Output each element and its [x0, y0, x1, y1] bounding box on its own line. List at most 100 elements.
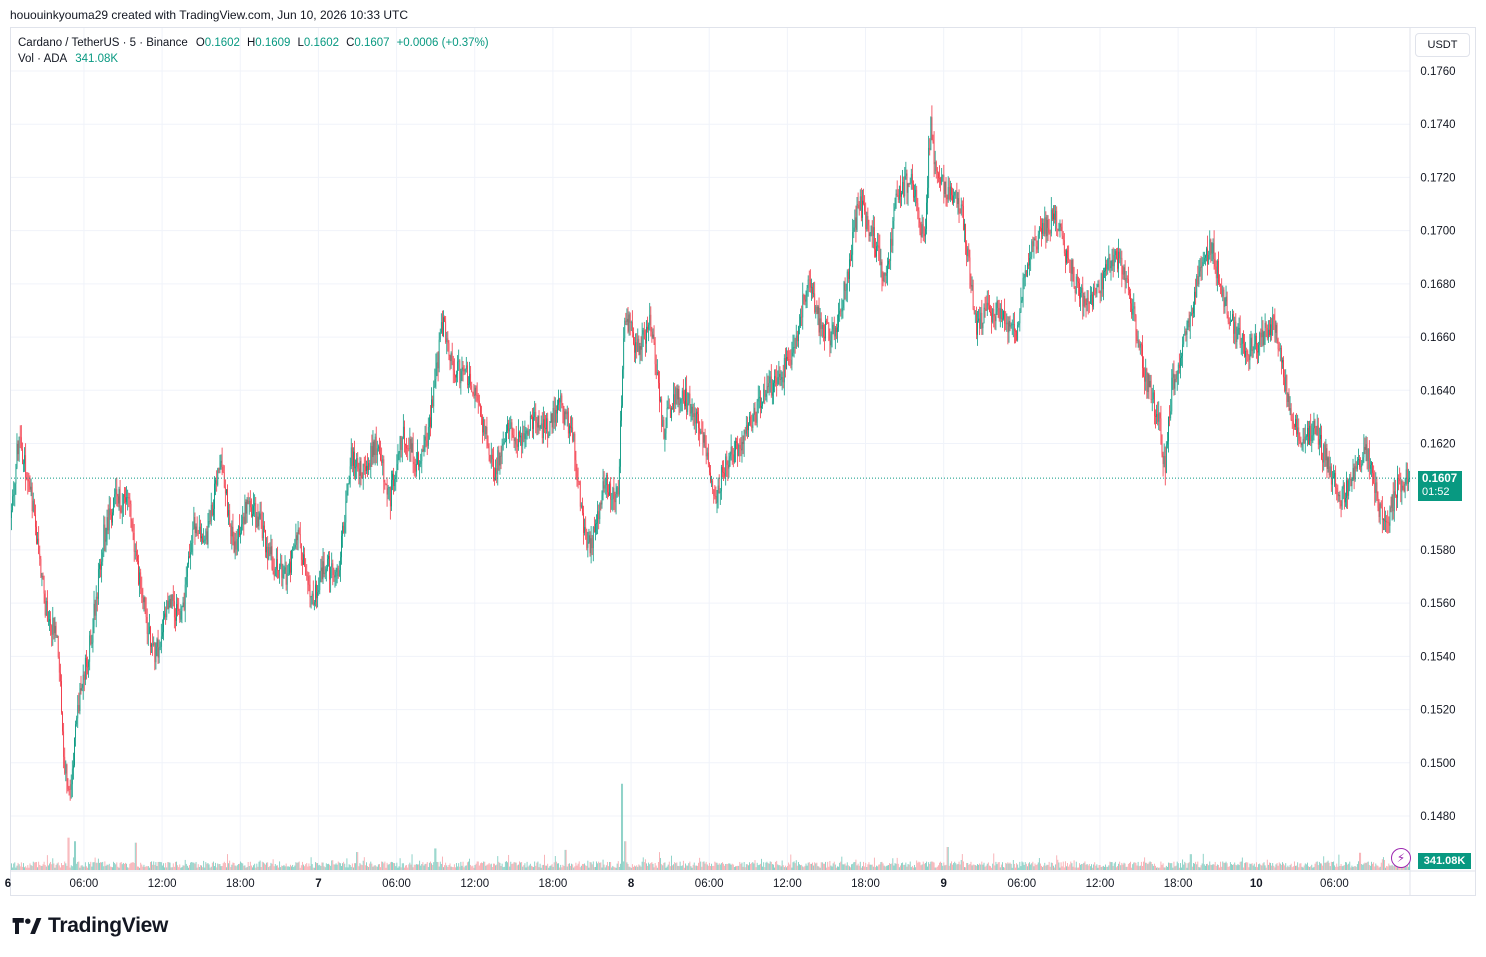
- volume-bar: [349, 864, 351, 870]
- flash-icon[interactable]: ⚡: [1391, 848, 1411, 868]
- candle-body: [991, 313, 992, 322]
- legend-vol-label[interactable]: Vol · ADA: [18, 53, 68, 65]
- candle-body: [1008, 320, 1010, 333]
- volume-bar: [585, 865, 587, 870]
- volume-bar: [978, 864, 980, 870]
- candle-body: [196, 526, 198, 534]
- candle-body: [471, 385, 473, 393]
- candle-body: [575, 460, 577, 471]
- volume-bar: [538, 867, 540, 870]
- candle-body: [837, 327, 838, 332]
- volume-bar: [893, 865, 895, 870]
- candle-body: [910, 173, 912, 183]
- candle-body: [1177, 364, 1179, 375]
- candle-body: [419, 463, 421, 467]
- volume-bar: [558, 863, 559, 870]
- volume-bar: [336, 864, 338, 870]
- volume-bar: [30, 865, 32, 870]
- candle-body: [798, 326, 799, 342]
- volume-bar: [241, 862, 243, 870]
- volume-bar: [1279, 863, 1281, 870]
- volume-bar: [469, 858, 470, 870]
- candle-body: [1032, 241, 1034, 247]
- candle-body: [434, 379, 436, 387]
- legend-symbol[interactable]: Cardano / TetherUS · 5 · Binance: [18, 37, 188, 49]
- candle-body: [322, 561, 324, 580]
- candle-body: [105, 539, 107, 542]
- volume-bar: [261, 861, 263, 870]
- candle-body: [134, 550, 136, 552]
- volume-bar: [1140, 861, 1142, 870]
- volume-bar: [1160, 861, 1162, 870]
- candle-body: [1106, 264, 1108, 270]
- volume-bar: [287, 866, 289, 870]
- candle-body: [39, 553, 41, 559]
- candle-body: [1362, 457, 1364, 464]
- volume-bar: [869, 864, 871, 870]
- volume-bar: [1158, 867, 1160, 870]
- candle-body: [133, 532, 135, 552]
- candle-body: [1185, 331, 1187, 335]
- volume-bar: [250, 865, 252, 870]
- candle-body: [499, 455, 501, 466]
- volume-bar: [393, 862, 395, 870]
- candle-body: [438, 339, 440, 369]
- candle-body: [717, 485, 719, 503]
- volume-bar: [1064, 861, 1066, 870]
- candle-body: [679, 403, 681, 405]
- volume-bar: [738, 865, 740, 870]
- volume-bar: [143, 864, 145, 870]
- candle-body: [258, 517, 260, 527]
- candle-body: [369, 463, 371, 467]
- candle-body: [943, 174, 945, 194]
- volume-bar: [934, 867, 936, 870]
- volume-bar: [634, 865, 635, 870]
- candle-body: [561, 395, 563, 406]
- candle-body: [562, 405, 564, 412]
- candle-body: [17, 443, 19, 455]
- volume-bar: [417, 864, 418, 870]
- tradingview-brand[interactable]: TradingView: [12, 914, 168, 938]
- volume-bar: [943, 862, 945, 870]
- volume-bar: [253, 865, 255, 870]
- candle-body: [217, 468, 219, 485]
- candle-body: [970, 284, 972, 287]
- volume-bar: [74, 841, 75, 870]
- candle-body: [318, 590, 320, 593]
- volume-bar: [1353, 866, 1355, 870]
- volume-bar: [1075, 861, 1077, 870]
- candle-body: [799, 325, 800, 327]
- currency-button[interactable]: USDT: [1415, 33, 1470, 57]
- volume-bar: [39, 864, 41, 870]
- volume-bar: [1331, 862, 1333, 870]
- candle-body: [472, 392, 474, 395]
- volume-bar: [182, 865, 184, 870]
- volume-bar: [140, 862, 142, 870]
- volume-bar: [745, 864, 747, 870]
- candle-body: [1021, 300, 1023, 301]
- candle-body: [569, 425, 570, 434]
- volume-bar: [520, 862, 522, 870]
- volume-bar: [492, 863, 494, 870]
- candle-body: [1366, 444, 1368, 462]
- volume-bar: [128, 867, 130, 870]
- volume-bar: [1051, 862, 1053, 870]
- volume-bar: [342, 863, 344, 870]
- volume-bar: [1202, 853, 1204, 870]
- candle-body: [528, 430, 530, 435]
- volume-bar: [735, 866, 736, 870]
- x-tick-label: 06:00: [1320, 878, 1349, 890]
- volume-bar: [139, 867, 141, 870]
- volume-bar: [37, 867, 39, 870]
- candle-body: [839, 310, 841, 314]
- candle-body: [1391, 494, 1393, 508]
- candle-body: [195, 526, 197, 534]
- volume-bar: [937, 865, 939, 870]
- candle-body: [1043, 223, 1045, 234]
- candle-body: [45, 601, 47, 616]
- candle-body: [1056, 210, 1058, 229]
- volume-bar: [32, 861, 34, 870]
- volume-bar: [872, 866, 874, 870]
- candle-body: [1377, 497, 1379, 508]
